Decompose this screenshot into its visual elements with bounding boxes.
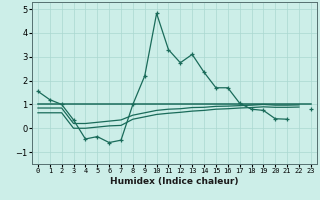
X-axis label: Humidex (Indice chaleur): Humidex (Indice chaleur): [110, 177, 239, 186]
